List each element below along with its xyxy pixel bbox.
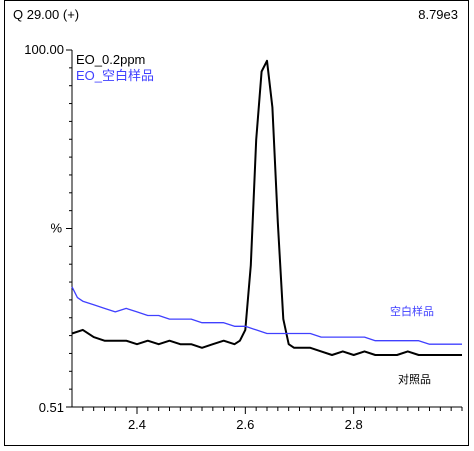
intensity-label: 8.79e3: [418, 7, 458, 22]
annotation-blank: 空白样品: [390, 304, 434, 318]
x-tick-label: 2.4: [128, 417, 146, 432]
y-tick-label-top: 100.00: [24, 42, 64, 57]
y-tick-label-bottom: 0.51: [39, 400, 64, 415]
sample-trace-line: [71, 59, 462, 356]
chart-frame: Q 29.00 (+) 8.79e3: [4, 0, 469, 446]
blank-trace-line: [71, 286, 462, 345]
x-tick-label: 2.8: [345, 417, 363, 432]
annotation-reference: 对照品: [398, 372, 431, 386]
x-tick-label: 2.6: [236, 417, 254, 432]
legend-entry-blank: EO_空白样品: [76, 68, 154, 83]
mass-label: Q 29.00 (+): [13, 7, 80, 22]
legend-entry-sample: EO_0.2ppm: [76, 52, 145, 67]
y-axis-label: %: [50, 221, 62, 236]
